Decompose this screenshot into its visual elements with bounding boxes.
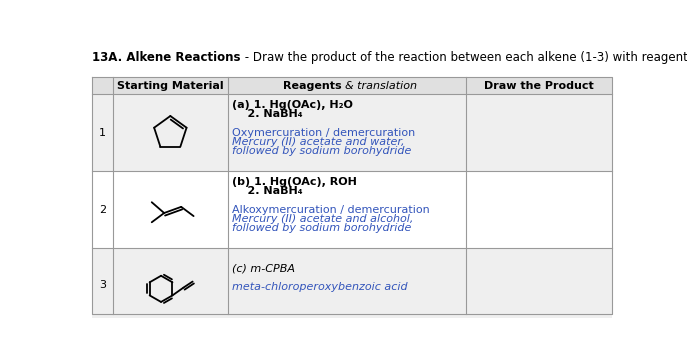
Bar (92, 95, 612, 171)
Text: (c) m-CPBA: (c) m-CPBA (232, 263, 295, 273)
Bar (92, 77, 612, 95)
Text: 3: 3 (99, 280, 106, 290)
Text: 1: 1 (99, 128, 106, 138)
Text: Mercury (II) acetate and alcohol,: Mercury (II) acetate and alcohol, (232, 214, 414, 224)
Text: (a) 1. Hg(OAc), H₂O: (a) 1. Hg(OAc), H₂O (232, 100, 353, 110)
Bar (92, 248, 612, 322)
Text: followed by sodium borohydride: followed by sodium borohydride (232, 146, 412, 156)
Text: 2: 2 (99, 205, 106, 215)
Text: meta-chloroperoxybenzoic acid: meta-chloroperoxybenzoic acid (232, 282, 408, 292)
Text: Reagents: Reagents (282, 81, 345, 91)
Text: - Draw the product of the reaction between each alkene (1-3) with reagents (a)-(: - Draw the product of the reaction betwe… (240, 51, 687, 64)
Text: Draw the Product: Draw the Product (484, 81, 594, 91)
Text: Mercury (II) acetate and water,: Mercury (II) acetate and water, (232, 137, 405, 147)
Text: 2. NaBH₄: 2. NaBH₄ (232, 109, 303, 119)
Text: followed by sodium borohydride: followed by sodium borohydride (232, 223, 412, 233)
Text: & translation: & translation (345, 81, 417, 91)
Text: 13A. Alkene Reactions: 13A. Alkene Reactions (92, 51, 240, 64)
Text: (b) 1. Hg(OAc), ROH: (b) 1. Hg(OAc), ROH (232, 177, 357, 187)
Bar (92, 171, 612, 248)
Text: 2. NaBH₄: 2. NaBH₄ (232, 186, 303, 196)
Text: Starting Material: Starting Material (117, 81, 224, 91)
Text: Alkoxymercuration / demercuration: Alkoxymercuration / demercuration (232, 205, 430, 215)
Text: Oxymercuration / demercuration: Oxymercuration / demercuration (232, 127, 416, 137)
